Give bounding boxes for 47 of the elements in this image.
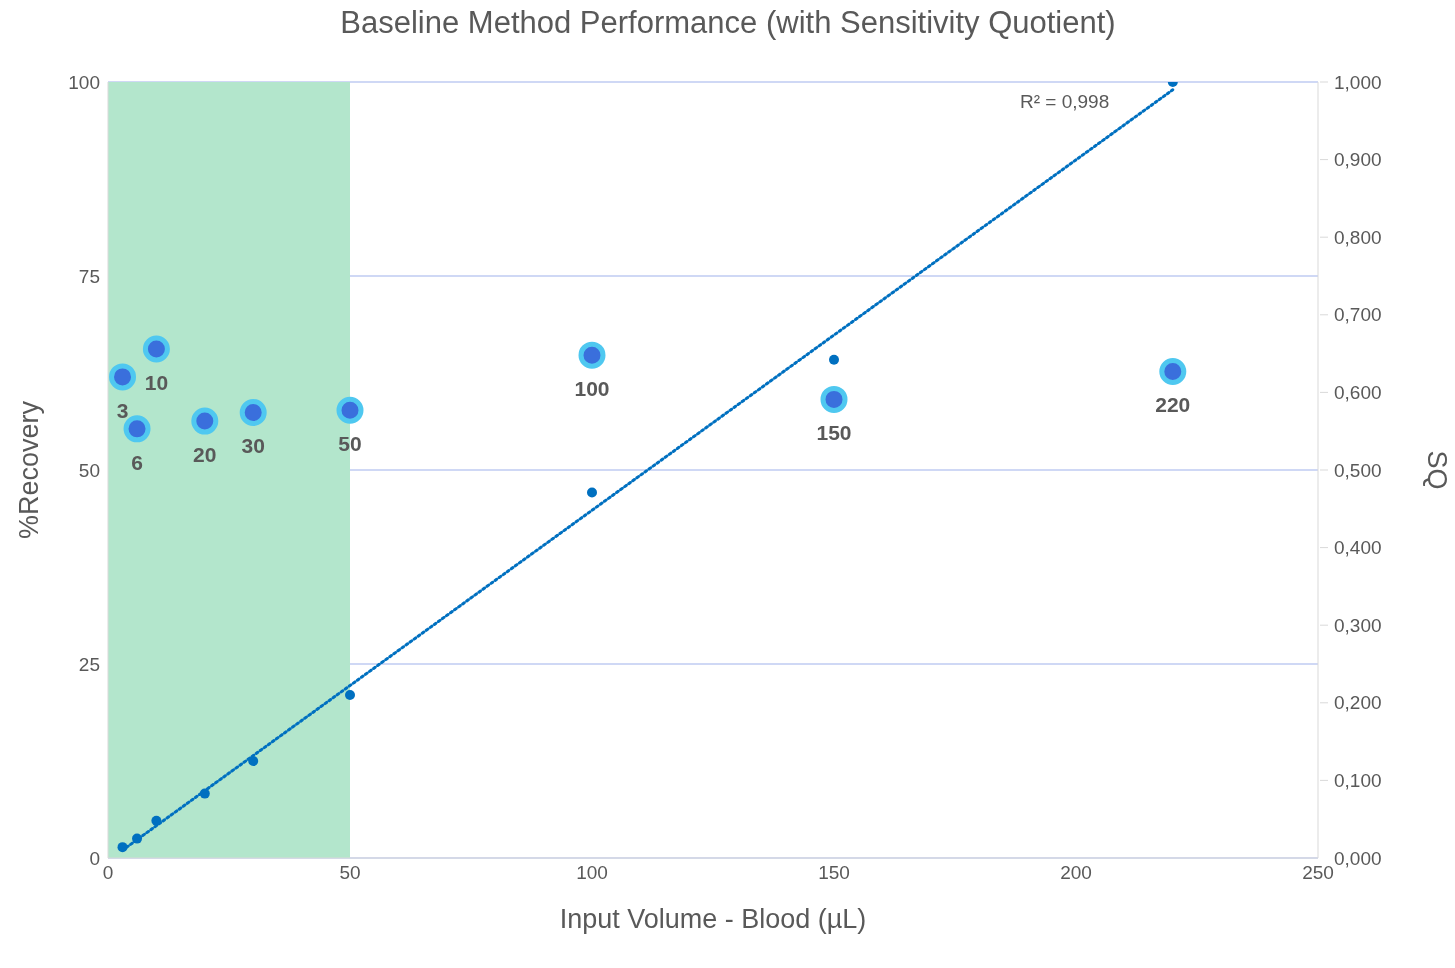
point	[142, 335, 170, 363]
y2-tick-label: 0,700	[1334, 304, 1382, 326]
x-tick-label: 250	[1302, 862, 1334, 884]
point	[829, 354, 839, 365]
annotation: 50	[338, 432, 362, 456]
y-tick-label: 75	[78, 265, 100, 287]
y2-tick-label: 0,200	[1334, 692, 1382, 714]
y-tick-label: 50	[78, 459, 100, 481]
point	[239, 399, 267, 427]
annotation: 220	[1155, 393, 1191, 417]
x-axis-title: Input Volume - Blood (µL)	[559, 904, 867, 934]
annotation: 10	[144, 370, 169, 394]
y2-tick-label: 0,500	[1334, 459, 1382, 481]
y2-tick-label: 0,100	[1334, 770, 1382, 792]
point	[345, 690, 355, 701]
point	[336, 396, 364, 424]
point	[587, 487, 597, 498]
x-tick-label: 50	[339, 862, 361, 884]
chart-title: Baseline Method Performance (with Sensitivity Quotient)	[339, 5, 1117, 42]
y2-axis-title: SQ	[1422, 450, 1453, 490]
y-tick-label: 100	[68, 71, 100, 93]
annotation: 100	[574, 377, 610, 401]
y-tick-label: 25	[78, 653, 100, 675]
point	[578, 341, 606, 369]
annotation: 6	[131, 450, 143, 474]
annotation: 30	[241, 434, 265, 458]
y2-tick-label: 0,600	[1334, 382, 1382, 404]
y2-tick-label: 0,000	[1334, 847, 1382, 869]
y2-tick-label: 1,000	[1334, 71, 1382, 93]
y2-tick-label: 0,800	[1334, 226, 1382, 248]
point	[191, 407, 219, 435]
y-tick-label: 0	[89, 847, 100, 869]
annotation: 3	[116, 398, 129, 422]
point	[1159, 357, 1187, 385]
y-axis-title: %Recovery	[13, 400, 44, 540]
x-tick-label: 0	[102, 862, 114, 884]
annotation: 20	[193, 443, 217, 467]
point	[820, 385, 848, 413]
y2-tick-label: 0,900	[1334, 149, 1382, 171]
y2-tick-label: 0,300	[1334, 614, 1382, 636]
point	[109, 363, 137, 391]
x-tick-label: 200	[1060, 862, 1092, 884]
annotation: R² = 0,998	[1020, 91, 1110, 113]
x-tick-label: 150	[818, 862, 850, 884]
y2-tick-label: 0,400	[1334, 537, 1382, 559]
annotation: 150	[816, 421, 852, 445]
x-tick-label: 100	[576, 862, 608, 884]
